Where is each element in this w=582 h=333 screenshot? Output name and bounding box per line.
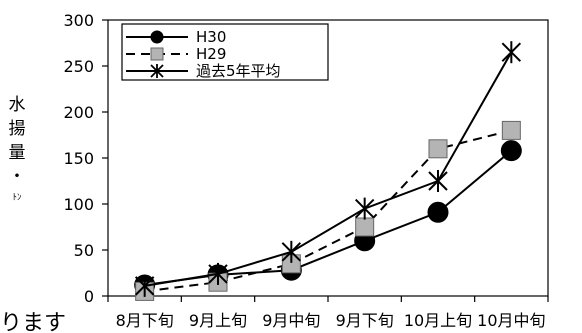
y-axis-label-char: 量 bbox=[9, 143, 26, 163]
y-axis-label-char: ・ bbox=[9, 167, 26, 187]
y-tick-label: 0 bbox=[84, 287, 94, 306]
y-axis: 0 50 100 150 200 250 300 bbox=[63, 11, 108, 306]
y-tick-label: 300 bbox=[63, 11, 94, 30]
x-tick-label: 8月下旬 bbox=[116, 311, 174, 330]
series-line bbox=[144, 51, 513, 287]
legend-marker bbox=[150, 64, 164, 78]
data-point bbox=[428, 139, 448, 159]
legend-label: H30 bbox=[196, 28, 226, 46]
y-tick-label: 50 bbox=[74, 241, 94, 260]
x-tick-label: 9月中旬 bbox=[262, 311, 320, 330]
x-tick-label: 10月上旬 bbox=[404, 311, 472, 330]
series-line bbox=[144, 129, 512, 293]
x-tick-label: 10月中旬 bbox=[477, 311, 545, 330]
data-point bbox=[355, 217, 375, 237]
legend-marker bbox=[150, 30, 164, 44]
series-line bbox=[144, 149, 512, 286]
x-axis: 8月下旬 9月上旬 9月中旬 9月下旬 10月上旬 10月中旬 bbox=[107, 296, 549, 330]
x-tick-label: 9月上旬 bbox=[189, 311, 247, 330]
y-tick-label: 250 bbox=[63, 57, 94, 76]
legend-label: 過去5年平均 bbox=[196, 62, 281, 80]
data-point bbox=[501, 120, 521, 140]
data-point bbox=[208, 262, 228, 285]
data-point bbox=[500, 140, 522, 162]
y-axis-label-char: 揚 bbox=[9, 119, 26, 139]
series-3 bbox=[134, 41, 522, 297]
legend-label: H29 bbox=[196, 45, 226, 63]
data-point bbox=[501, 41, 522, 64]
y-tick-label: 200 bbox=[63, 103, 94, 122]
x-tick-label: 9月下旬 bbox=[336, 311, 394, 330]
data-point bbox=[354, 197, 375, 220]
legend-entry: H30 bbox=[126, 28, 226, 46]
page-fragment-text: ります bbox=[0, 311, 66, 333]
y-tick-label: 150 bbox=[63, 149, 94, 168]
y-tick-label: 100 bbox=[63, 195, 94, 214]
y-axis-label: 水揚量・ ﾄﾝ bbox=[9, 95, 26, 203]
y-axis-label-char: 水 bbox=[9, 95, 26, 115]
data-point bbox=[427, 201, 449, 223]
series-layer bbox=[134, 41, 522, 301]
legend-entry: H29 bbox=[126, 45, 226, 63]
data-point bbox=[428, 170, 448, 192]
legend-entry: 過去5年平均 bbox=[126, 62, 281, 80]
y-axis-label-unit: ﾄﾝ bbox=[12, 193, 22, 203]
data-point bbox=[281, 240, 302, 263]
data-point bbox=[134, 274, 155, 297]
legend-marker bbox=[150, 47, 164, 61]
series-2 bbox=[135, 120, 521, 301]
series-1 bbox=[134, 140, 522, 296]
